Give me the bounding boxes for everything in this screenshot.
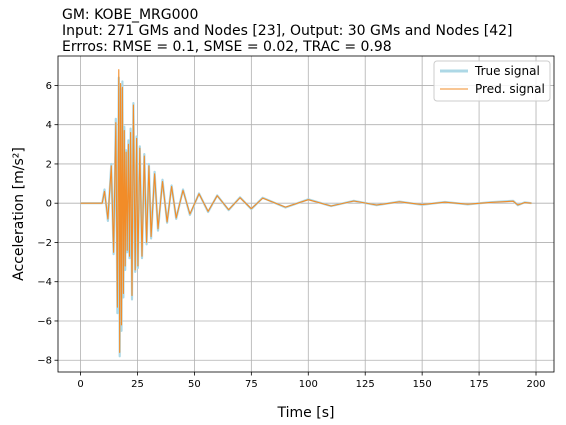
y-tick-label: −8 xyxy=(37,356,52,367)
legend: True signal Pred. signal xyxy=(433,60,551,102)
chart-title-line-2: Input: 271 GMs and Nodes [23], Output: 3… xyxy=(62,23,513,39)
y-tick-label: −2 xyxy=(37,238,52,249)
y-tick-label: −4 xyxy=(37,277,52,288)
y-tick-label: 4 xyxy=(46,120,52,131)
x-tick-label: 200 xyxy=(526,379,545,390)
x-axis-label: Time [s] xyxy=(277,405,335,421)
plot-frame xyxy=(57,55,555,373)
true-signal-series xyxy=(80,76,532,358)
x-tick-label: 125 xyxy=(356,379,375,390)
x-tick-label: 0 xyxy=(77,379,83,390)
chart-title-line-3: Errros: RMSE = 0.1, SMSE = 0.02, TRAC = … xyxy=(62,39,392,55)
x-tick-label: 25 xyxy=(131,379,144,390)
pred-signal-line xyxy=(80,69,532,353)
y-tick-label: 6 xyxy=(46,81,52,92)
y-axis-label: Acceleration [m/s²] xyxy=(11,147,27,281)
y-tick-label: 0 xyxy=(46,199,52,210)
true-signal-line xyxy=(80,76,532,358)
y-tick-label: −6 xyxy=(37,316,52,327)
y-tick-label: 2 xyxy=(46,159,52,170)
chart-title-line-1: GM: KOBE_MRG000 xyxy=(62,7,199,23)
pred-signal-series xyxy=(80,69,532,353)
axis-ticks: 0 25 50 75 100 125 150 175 200 −8 −6 −4 −2 0 2 4 6 xyxy=(37,81,545,390)
legend-label-true: True signal xyxy=(474,64,540,78)
x-tick-label: 175 xyxy=(470,379,489,390)
x-tick-label: 150 xyxy=(413,379,432,390)
legend-label-pred: Pred. signal xyxy=(475,82,545,96)
x-tick-label: 75 xyxy=(245,379,258,390)
x-tick-label: 50 xyxy=(188,379,201,390)
x-tick-label: 100 xyxy=(299,379,318,390)
